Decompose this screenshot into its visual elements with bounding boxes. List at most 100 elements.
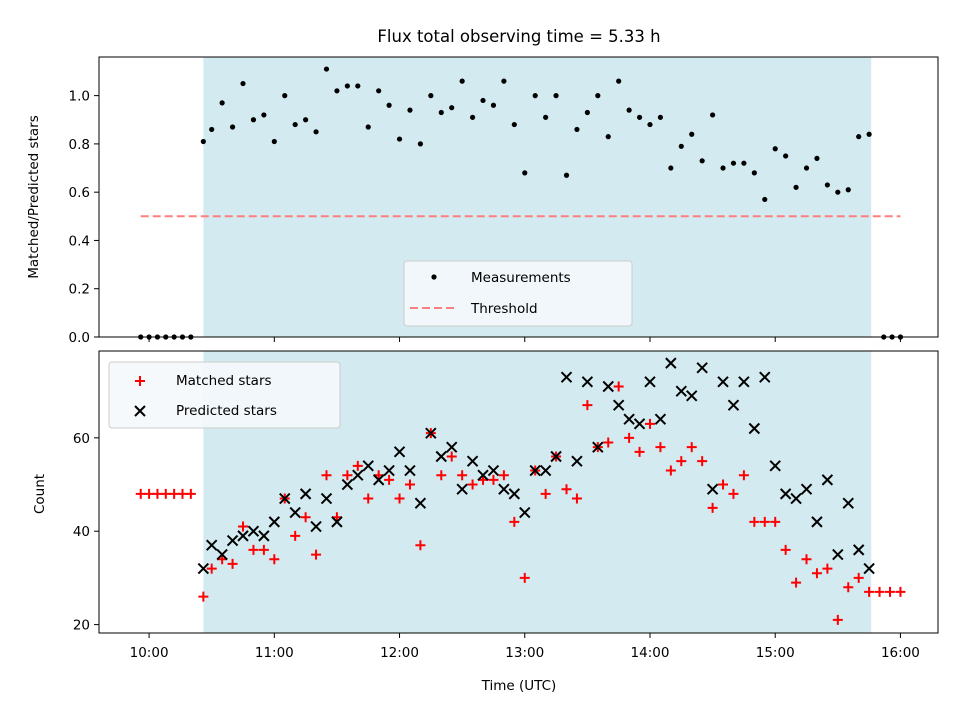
predicted-star-point — [299, 488, 312, 500]
measurement-point — [365, 124, 371, 130]
measurement-point — [355, 83, 361, 89]
predicted-star-point — [821, 474, 834, 486]
predicted-star-point — [800, 483, 813, 495]
predicted-star-point — [425, 427, 437, 439]
measurement-point — [730, 160, 737, 166]
legend-label-threshold: Threshold — [470, 301, 538, 317]
matched-star-point — [884, 586, 895, 597]
measurement-point — [783, 153, 789, 159]
matched-star-point — [160, 488, 171, 499]
matched-star-point — [384, 474, 395, 485]
y-tick-label: 40 — [73, 524, 90, 540]
matched-star-point — [300, 512, 311, 523]
matched-star-point — [613, 381, 624, 392]
predicted-star-point — [654, 413, 667, 425]
measurement-point — [605, 134, 611, 140]
predicted-star-point — [623, 413, 635, 425]
matched-star-point — [177, 488, 188, 499]
matched-star-point — [655, 442, 666, 453]
predicted-star-point — [727, 399, 740, 411]
measurement-point — [814, 155, 820, 161]
matched-star-point — [321, 470, 332, 481]
x-tick-label: 11:00 — [255, 645, 294, 661]
predicted-star-point — [404, 464, 416, 477]
measurement-point — [313, 129, 319, 135]
axes-frame — [98, 350, 939, 634]
measurement-point — [636, 114, 643, 120]
matched-star-point — [571, 493, 582, 504]
measurement-point — [803, 165, 810, 171]
legend-box — [108, 361, 341, 429]
predicted-star-point — [759, 371, 771, 383]
matched-star-point — [169, 488, 180, 499]
measurement-point — [386, 102, 392, 108]
measurement-point — [209, 126, 215, 133]
matched-star-point — [394, 493, 405, 504]
matched-star-point — [895, 586, 906, 597]
matched-star-point — [582, 400, 593, 411]
x-tick-label: 14:00 — [631, 645, 670, 661]
measurement-point — [522, 170, 528, 176]
predicted-star-point — [362, 460, 374, 472]
predicted-star-point — [519, 506, 531, 519]
measurement-point — [271, 138, 277, 145]
predicted-star-point — [331, 516, 343, 528]
x-tick-label: 12:00 — [380, 645, 419, 661]
matched-star-point — [780, 544, 791, 555]
y-tick-label: 0.8 — [69, 137, 90, 153]
predicted-star-point — [226, 534, 239, 547]
measurement-point — [344, 83, 350, 89]
predicted-star-point — [414, 497, 427, 509]
matched-star-point — [791, 577, 802, 588]
measurement-point — [292, 121, 298, 128]
legend-marker-predicted — [134, 405, 146, 417]
predicted-star-point — [393, 446, 406, 458]
measurement-point — [657, 114, 664, 120]
measurement-point — [303, 117, 309, 123]
matched-star-point — [467, 479, 478, 490]
predicted-star-point — [602, 380, 614, 393]
predicted-star-point — [205, 539, 218, 551]
measurement-point — [616, 78, 622, 84]
measurement-point — [563, 172, 570, 178]
matched-star-point — [624, 432, 635, 443]
matched-star-point — [457, 470, 468, 481]
matched-star-point — [665, 465, 676, 476]
matched-star-point — [227, 558, 238, 569]
matched-star-point — [801, 554, 812, 565]
predicted-star-point — [706, 483, 719, 495]
measurement-point — [459, 78, 465, 84]
y-tick-label: 60 — [73, 431, 90, 447]
matched-star-point — [540, 488, 551, 499]
measurement-point — [532, 93, 538, 99]
predicted-star-point — [696, 362, 708, 374]
x-tick-label: 10:00 — [130, 645, 169, 661]
measurement-point — [835, 189, 841, 195]
matched-star-point — [352, 460, 363, 471]
predicted-star-point — [852, 544, 865, 556]
measurement-point — [856, 134, 862, 140]
legend-label-matched: Matched stars — [176, 373, 272, 389]
matched-star-point — [404, 479, 415, 490]
x-tick-label: 16:00 — [881, 645, 920, 661]
measurement-point — [469, 114, 476, 120]
measurement-point — [553, 93, 559, 99]
matched-star-point — [561, 484, 572, 495]
measurement-point — [720, 165, 726, 171]
predicted-star-point — [842, 497, 854, 509]
x-tick-label: 15:00 — [756, 645, 795, 661]
matched-star-point — [135, 488, 146, 499]
measurement-point — [240, 80, 246, 87]
measurement-point — [793, 184, 799, 190]
predicted-star-point — [279, 492, 291, 505]
predicted-star-point — [539, 464, 552, 477]
predicted-star-point — [863, 562, 875, 575]
y-tick-label: 20 — [73, 618, 90, 634]
predicted-star-point — [487, 464, 500, 477]
measurement-point — [741, 160, 747, 166]
predicted-star-point — [571, 455, 583, 467]
matched-star-point — [738, 470, 749, 481]
measurement-point — [678, 143, 684, 149]
measurement-point — [282, 93, 288, 99]
